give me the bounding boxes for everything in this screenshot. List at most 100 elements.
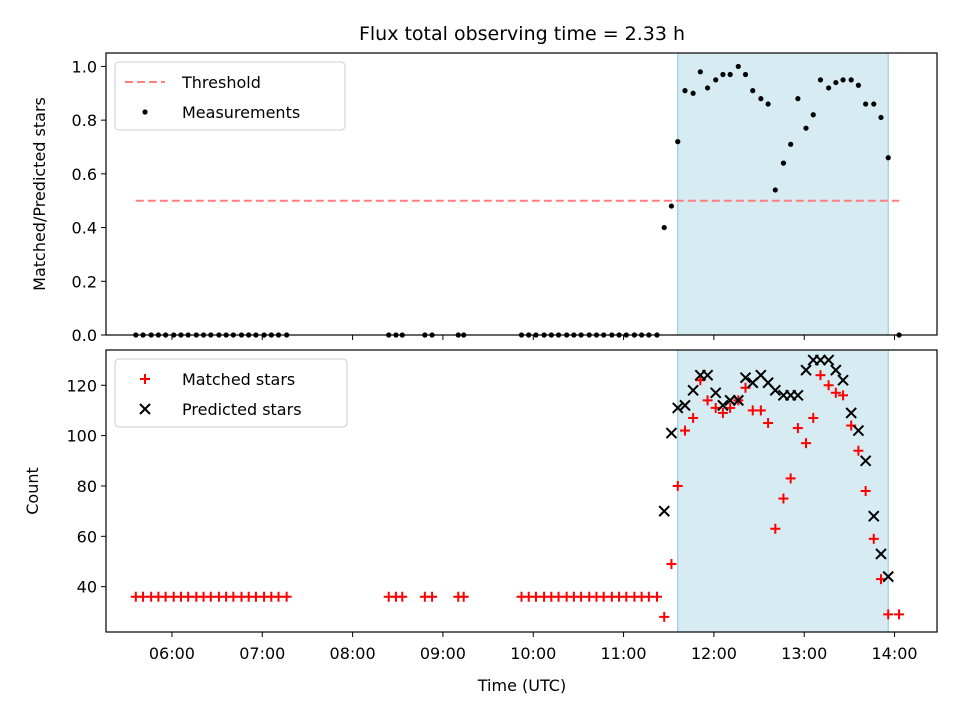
- matched-star-marker: [894, 609, 905, 620]
- marker-stroke: [709, 387, 722, 399]
- marker-stroke: [882, 570, 894, 583]
- measurement-point: [675, 139, 681, 145]
- marker-stroke: [717, 399, 729, 412]
- predicted-star-marker: [769, 384, 782, 396]
- predicted-star-marker: [679, 399, 691, 412]
- predicted-star-marker: [665, 427, 678, 439]
- matched-star-marker: [838, 390, 849, 401]
- predicted-star-marker: [859, 455, 872, 467]
- marker-stroke: [687, 384, 699, 396]
- measurement-point: [727, 71, 733, 78]
- measurement-point: [750, 88, 756, 94]
- legend-measurement-swatch: [142, 109, 148, 115]
- top-y-tick-label: 0.4: [72, 219, 97, 238]
- matched-star-marker: [666, 559, 677, 570]
- matched-star-marker: [427, 591, 438, 602]
- predicted-star-marker: [837, 374, 849, 386]
- measurement-point: [668, 203, 675, 209]
- predicted-star-marker: [658, 505, 670, 517]
- y-axis-label-bottom: Count: [23, 467, 42, 515]
- matched-star-marker: [883, 609, 894, 620]
- matched-star-marker: [679, 425, 690, 436]
- measurement-point: [780, 160, 787, 166]
- marker-stroke: [845, 407, 857, 419]
- legend-box: [114, 61, 346, 131]
- marker-stroke: [755, 369, 767, 381]
- measurement-point: [878, 114, 884, 121]
- top-y-tick-label: 0.0: [72, 326, 97, 345]
- top-y-tick-label: 0.2: [72, 272, 97, 291]
- measurement-point: [848, 77, 854, 83]
- matched-star-marker: [785, 473, 796, 484]
- matched-star-marker: [397, 591, 408, 602]
- matched-star-marker: [702, 395, 713, 406]
- measurement-point: [863, 101, 869, 107]
- x-tick-label: 12:00: [691, 644, 737, 663]
- measurement-point: [826, 85, 832, 91]
- measurement-point: [840, 77, 846, 83]
- x-tick-label: 13:00: [781, 644, 827, 663]
- predicted-star-marker: [792, 389, 804, 402]
- predicted-star-marker: [724, 394, 736, 407]
- predicted-star-marker: [709, 387, 722, 399]
- bottom-y-tick-label: 60: [77, 527, 97, 546]
- legend-predicted-swatch: [139, 403, 151, 415]
- measurement-point: [758, 96, 764, 102]
- marker-stroke: [822, 354, 835, 366]
- matched-star-marker: [688, 412, 699, 423]
- measurement-point: [704, 85, 711, 91]
- bottom-legend: Matched stars Predicted stars: [114, 358, 348, 428]
- marker-stroke: [800, 364, 812, 376]
- predicted-star-marker: [868, 510, 880, 522]
- top-shaded-span: [677, 53, 889, 335]
- matched-star-marker: [815, 370, 826, 381]
- matched-star-marker: [823, 380, 834, 391]
- predicted-star-marker: [701, 369, 714, 381]
- marker-stroke: [769, 384, 782, 396]
- bottom-axes-frame: [105, 349, 938, 633]
- measurement-point: [661, 224, 667, 231]
- x-tick-label: 10:00: [510, 644, 556, 663]
- matched-star-marker: [763, 418, 774, 429]
- x-tick-label: 06:00: [149, 644, 195, 663]
- x-tick-label: 14:00: [871, 644, 917, 663]
- top-y-tick-label: 0.6: [72, 165, 97, 184]
- predicted-star-marker: [830, 364, 842, 376]
- matched-star-marker: [868, 533, 879, 544]
- bottom-y-tick-label: 120: [66, 376, 97, 395]
- measurement-point: [713, 77, 719, 83]
- predicted-star-marker: [822, 354, 835, 366]
- marker-stroke: [868, 510, 880, 522]
- predicted-star-marker: [852, 424, 865, 437]
- matched-star-marker: [672, 480, 683, 491]
- predicted-star-marker: [845, 407, 857, 419]
- measurement-point: [795, 96, 801, 102]
- top-y-tick-label: 1.0: [72, 57, 97, 76]
- matched-star-marker: [281, 591, 292, 602]
- matched-star-marker: [717, 407, 728, 418]
- x-tick-label: 08:00: [330, 644, 376, 663]
- matched-star-marker: [801, 438, 812, 449]
- x-tick-label: 11:00: [601, 644, 647, 663]
- predicted-star-marker: [717, 399, 729, 412]
- legend-label: Measurements: [182, 103, 300, 122]
- matched-star-marker: [651, 591, 662, 602]
- chart-title: Flux total observing time = 2.33 h: [359, 23, 685, 45]
- top-legend: Threshold Measurements: [114, 61, 346, 131]
- measurement-point: [720, 71, 726, 78]
- measurement-point: [871, 101, 877, 107]
- measurement-point: [772, 187, 778, 193]
- predicted-star-marker: [882, 570, 894, 583]
- marker-stroke: [762, 377, 774, 389]
- marker-stroke: [658, 505, 670, 517]
- matched-star-marker: [770, 523, 781, 534]
- predicted-star-marker: [672, 402, 684, 414]
- matched-star-marker: [458, 591, 469, 602]
- measurement-point: [735, 63, 741, 70]
- legend-label: Matched stars: [182, 370, 295, 389]
- measurement-point: [697, 69, 703, 75]
- marker-stroke: [830, 364, 842, 376]
- x-tick-label: 09:00: [420, 644, 466, 663]
- marker-stroke: [679, 399, 691, 412]
- legend-label: Threshold: [181, 73, 261, 92]
